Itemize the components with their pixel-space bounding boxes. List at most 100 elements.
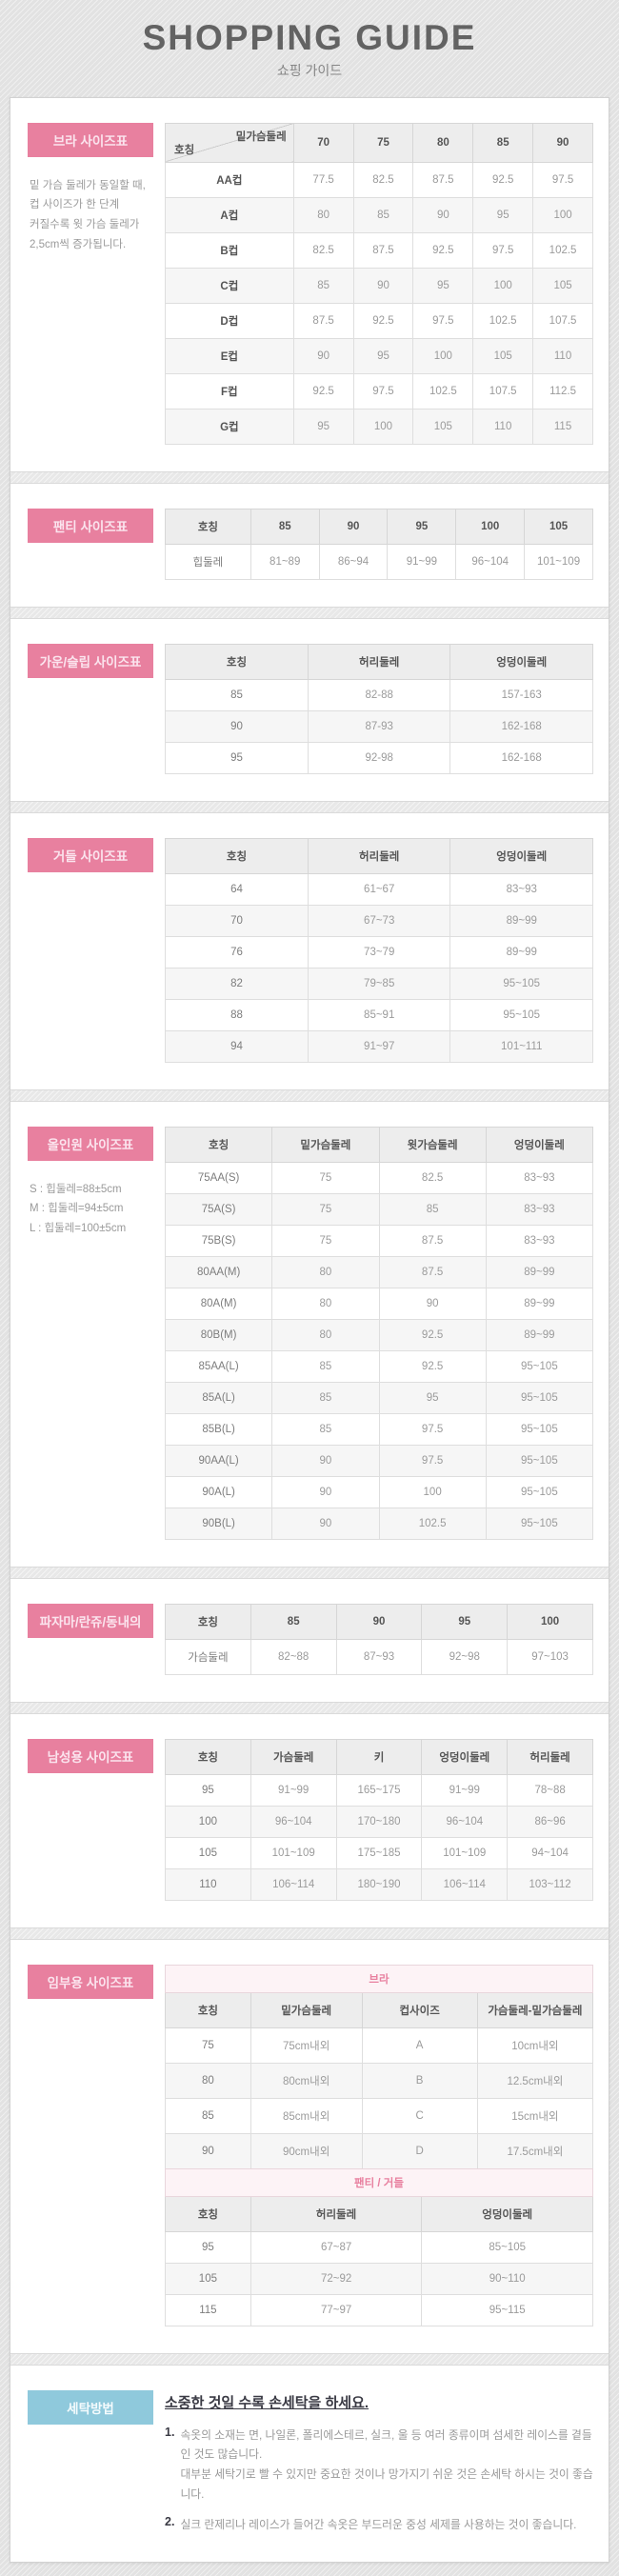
table-cell: 105: [532, 267, 593, 304]
table-cell: 83~93: [449, 872, 593, 906]
table-row: AA컵 77.5 82.5 87.5 92.5 97.5: [165, 161, 593, 198]
table-cell: 82~88: [250, 1638, 337, 1675]
table-row: 95 67~87 85~105: [165, 2230, 593, 2264]
table-cell: C: [361, 2097, 478, 2134]
row-header-cell: 90: [165, 709, 309, 743]
row-header-cell: 80A(M): [164, 1287, 273, 1320]
bra-section-note: 밑 가슴 둘레가 동일할 때, 컵 사이즈가 한 단계 커질수록 윗 가슴 둘레…: [30, 179, 146, 250]
section-divider: [10, 800, 609, 813]
table-cell: 175~185: [335, 1836, 423, 1869]
table-cell: 85: [271, 1349, 380, 1383]
section-maternity-sizes: 임부용 사이즈표 브라 호칭 밑가슴둘레 컵사이즈 가슴둘레-밑가슴둘레 75 75cm내외…: [10, 1940, 609, 2353]
table-row: 85 82-88 157-163: [165, 678, 593, 711]
row-header-cell: 75B(S): [164, 1224, 273, 1257]
table-row: 76 73~79 89~99: [165, 935, 593, 968]
table-cell: 96~104: [250, 1805, 337, 1838]
column-header: 허리둘레: [250, 2195, 423, 2232]
table-cell: 100: [378, 1475, 487, 1508]
section-panty-sizes: 팬티 사이즈표 호칭 85 90 95 100 105 힙둘레 81~89 86~94 91~99…: [10, 484, 609, 607]
section-divider: [10, 1927, 609, 1940]
section-bra-sizes: 브라 사이즈표 밑 가슴 둘레가 동일할 때, 컵 사이즈가 한 단계 커질수록…: [10, 98, 609, 471]
table-cell: 100: [412, 337, 474, 374]
table-row: 100 96~104 170~180 96~104 86~96: [165, 1805, 593, 1838]
table-row: 85AA(L) 85 92.5 95~105: [164, 1349, 594, 1383]
table-cell: 90: [271, 1507, 380, 1540]
page-subtitle: 쇼핑 가이드: [276, 62, 343, 78]
section-divider: [10, 1701, 609, 1714]
table-cell: 97.5: [472, 231, 534, 269]
table-cell: 91~99: [387, 543, 457, 580]
allinone-section-label: 올인원 사이즈표: [28, 1126, 153, 1161]
table-cell: 85: [352, 196, 414, 233]
column-header: 엉덩이둘레: [485, 1126, 594, 1163]
table-cell: 91~99: [250, 1773, 337, 1807]
table-row: 70 67~73 89~99: [165, 904, 593, 937]
table-cell: 87-93: [307, 709, 451, 743]
table-row: 90A(L) 90 100 95~105: [164, 1475, 594, 1508]
row-header-cell: B컵: [165, 231, 294, 269]
row-header-cell: F컵: [165, 372, 294, 409]
table-cell: 90: [412, 196, 474, 233]
column-header: 105: [524, 508, 593, 545]
table-cell: 95~115: [421, 2293, 593, 2326]
table-cell: 82.5: [378, 1161, 487, 1194]
row-header-cell: 85B(L): [164, 1412, 273, 1446]
table-row: 88 85~91 95~105: [165, 998, 593, 1031]
table-cell: 77.5: [292, 161, 354, 198]
column-header: 100: [507, 1603, 593, 1640]
section-divider: [10, 2352, 609, 2366]
table-cell: 85: [271, 1412, 380, 1446]
row-header-cell: 70: [165, 904, 309, 937]
column-header: 엉덩이둘레: [449, 643, 593, 680]
column-header: 호칭: [165, 2195, 251, 2232]
row-header-cell: 90: [165, 2132, 251, 2169]
table-row: G컵 95 100 105 110 115: [165, 408, 593, 445]
column-header: 호칭: [165, 508, 251, 545]
column-header: 키: [335, 1738, 423, 1775]
table-row: 80A(M) 80 90 89~99: [164, 1287, 594, 1320]
diagonal-header-top: 밑가슴둘레: [235, 130, 287, 143]
table-cell: 90~110: [421, 2262, 593, 2295]
washing-item-text: 실크 란제리나 레이스가 들어간 속옷은 부드러운 중성 세제를 사용하는 것이…: [180, 2518, 577, 2532]
table-cell: 89~99: [449, 904, 593, 937]
table-cell: 102.5: [378, 1507, 487, 1540]
section-bra-content: 밑가슴둘레 호칭 70 75 80 85 90 AA컵 77.5 82.5 87.5 92.5 97.5…: [165, 122, 593, 445]
table-cell: 89~99: [485, 1287, 594, 1320]
diagonal-header-bottom: 호칭: [174, 144, 195, 156]
table-cell: 87.5: [352, 231, 414, 269]
bra-section-label: 브라 사이즈표: [28, 122, 153, 157]
table-cell: 101~109: [250, 1836, 337, 1869]
table-cell: 75: [271, 1161, 380, 1194]
row-header-cell: G컵: [165, 408, 294, 445]
table-cell: 97.5: [412, 302, 474, 339]
section-gown-content: 호칭 허리둘레 엉덩이둘레 85 82-88 157-163 90 87-93 162-168 9…: [165, 643, 593, 774]
table-cell: 110: [532, 337, 593, 374]
section-pajama-sizes: 파자마/란쥬/동내의 호칭 85 90 95 100 가슴둘레 82~88 87~93 92~9…: [10, 1579, 609, 1702]
table-cell: 97.5: [532, 161, 593, 198]
table-cell: 90: [292, 337, 354, 374]
washing-guide-item: 2. 실크 란제리나 레이스가 들어간 속옷은 부드러운 중성 세제를 사용하는…: [165, 2515, 593, 2535]
section-panty-sidebar: 팬티 사이즈표: [20, 508, 165, 580]
row-header-cell: 95: [165, 1773, 251, 1807]
washing-guide-title: 소중한 것일 수록 손세탁을 하세요.: [165, 2394, 369, 2411]
table-cell: 106~114: [250, 1867, 337, 1901]
table-cell: 92.5: [292, 372, 354, 409]
allinone-size-table: 호칭 밑가슴둘레 윗가슴둘레 엉덩이둘레 75AA(S) 75 82.5 83~93 75A(S…: [164, 1126, 594, 1540]
table-cell: 95~105: [449, 998, 593, 1031]
table-cell: 12.5cm내외: [476, 2062, 594, 2099]
table-cell: 67~87: [250, 2230, 423, 2264]
table-cell: 95: [472, 196, 534, 233]
table-cell: 95: [378, 1381, 487, 1414]
washing-guide-item: 1. 속옷의 소재는 면, 나일론, 폴리에스테르, 실크, 울 등 여러 종류…: [165, 2426, 593, 2505]
column-header: 70: [292, 122, 354, 163]
column-header: 90: [335, 1603, 423, 1640]
row-header-cell: 64: [165, 872, 309, 906]
table-row: B컵 82.5 87.5 92.5 97.5 102.5: [165, 231, 593, 269]
table-cell: 85~91: [307, 998, 451, 1031]
column-header: 80: [412, 122, 474, 163]
girdle-section-label: 거들 사이즈표: [28, 837, 153, 872]
table-row: 85 85cm내외 C 15cm내외: [165, 2097, 594, 2134]
section-washing-sidebar: 세탁방법: [20, 2389, 165, 2535]
row-header-cell: 85A(L): [164, 1381, 273, 1414]
table-cell: 87~93: [335, 1638, 423, 1675]
